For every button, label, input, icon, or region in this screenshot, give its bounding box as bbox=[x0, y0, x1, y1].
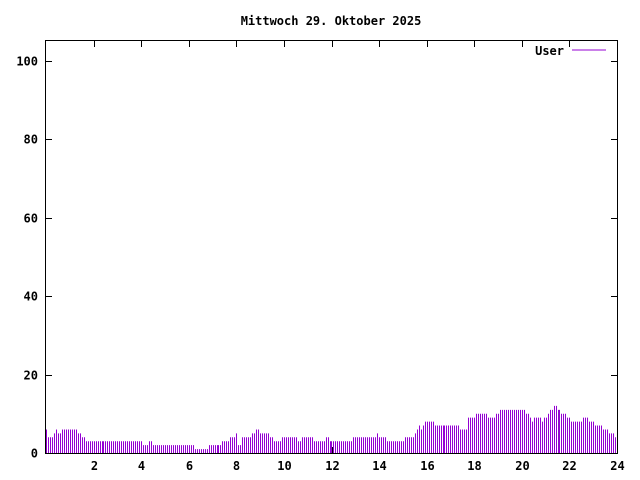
x-tick-label: 6 bbox=[186, 459, 193, 473]
y-tick-label: 60 bbox=[24, 212, 38, 226]
legend-label: User bbox=[535, 44, 564, 58]
x-tick-label: 2 bbox=[91, 459, 98, 473]
y-tick-label: 80 bbox=[24, 133, 38, 147]
y-tick-label: 100 bbox=[16, 55, 38, 69]
x-tick-label: 16 bbox=[420, 459, 434, 473]
legend: User bbox=[535, 44, 606, 58]
x-tick-label: 18 bbox=[467, 459, 481, 473]
x-tick-label: 20 bbox=[515, 459, 529, 473]
x-axis: 2 4 6 8 10 12 14 16 18 20 22 24 bbox=[91, 41, 625, 473]
x-tick-label: 14 bbox=[372, 459, 386, 473]
y-tick-label: 0 bbox=[31, 447, 38, 461]
x-tick-label: 10 bbox=[277, 459, 291, 473]
x-tick-label: 8 bbox=[233, 459, 240, 473]
x-tick-label: 4 bbox=[138, 459, 145, 473]
bar-series bbox=[46, 405, 618, 453]
x-tick-label: 24 bbox=[610, 459, 624, 473]
y-axis: 0 20 40 60 80 100 bbox=[16, 55, 617, 461]
x-tick-label: 22 bbox=[562, 459, 576, 473]
y-tick-label: 20 bbox=[24, 369, 38, 383]
chart-title: Mittwoch 29. Oktober 2025 bbox=[241, 14, 422, 28]
y-tick-label: 40 bbox=[24, 290, 38, 304]
plot-frame bbox=[45, 40, 618, 454]
x-tick-label: 12 bbox=[325, 459, 339, 473]
